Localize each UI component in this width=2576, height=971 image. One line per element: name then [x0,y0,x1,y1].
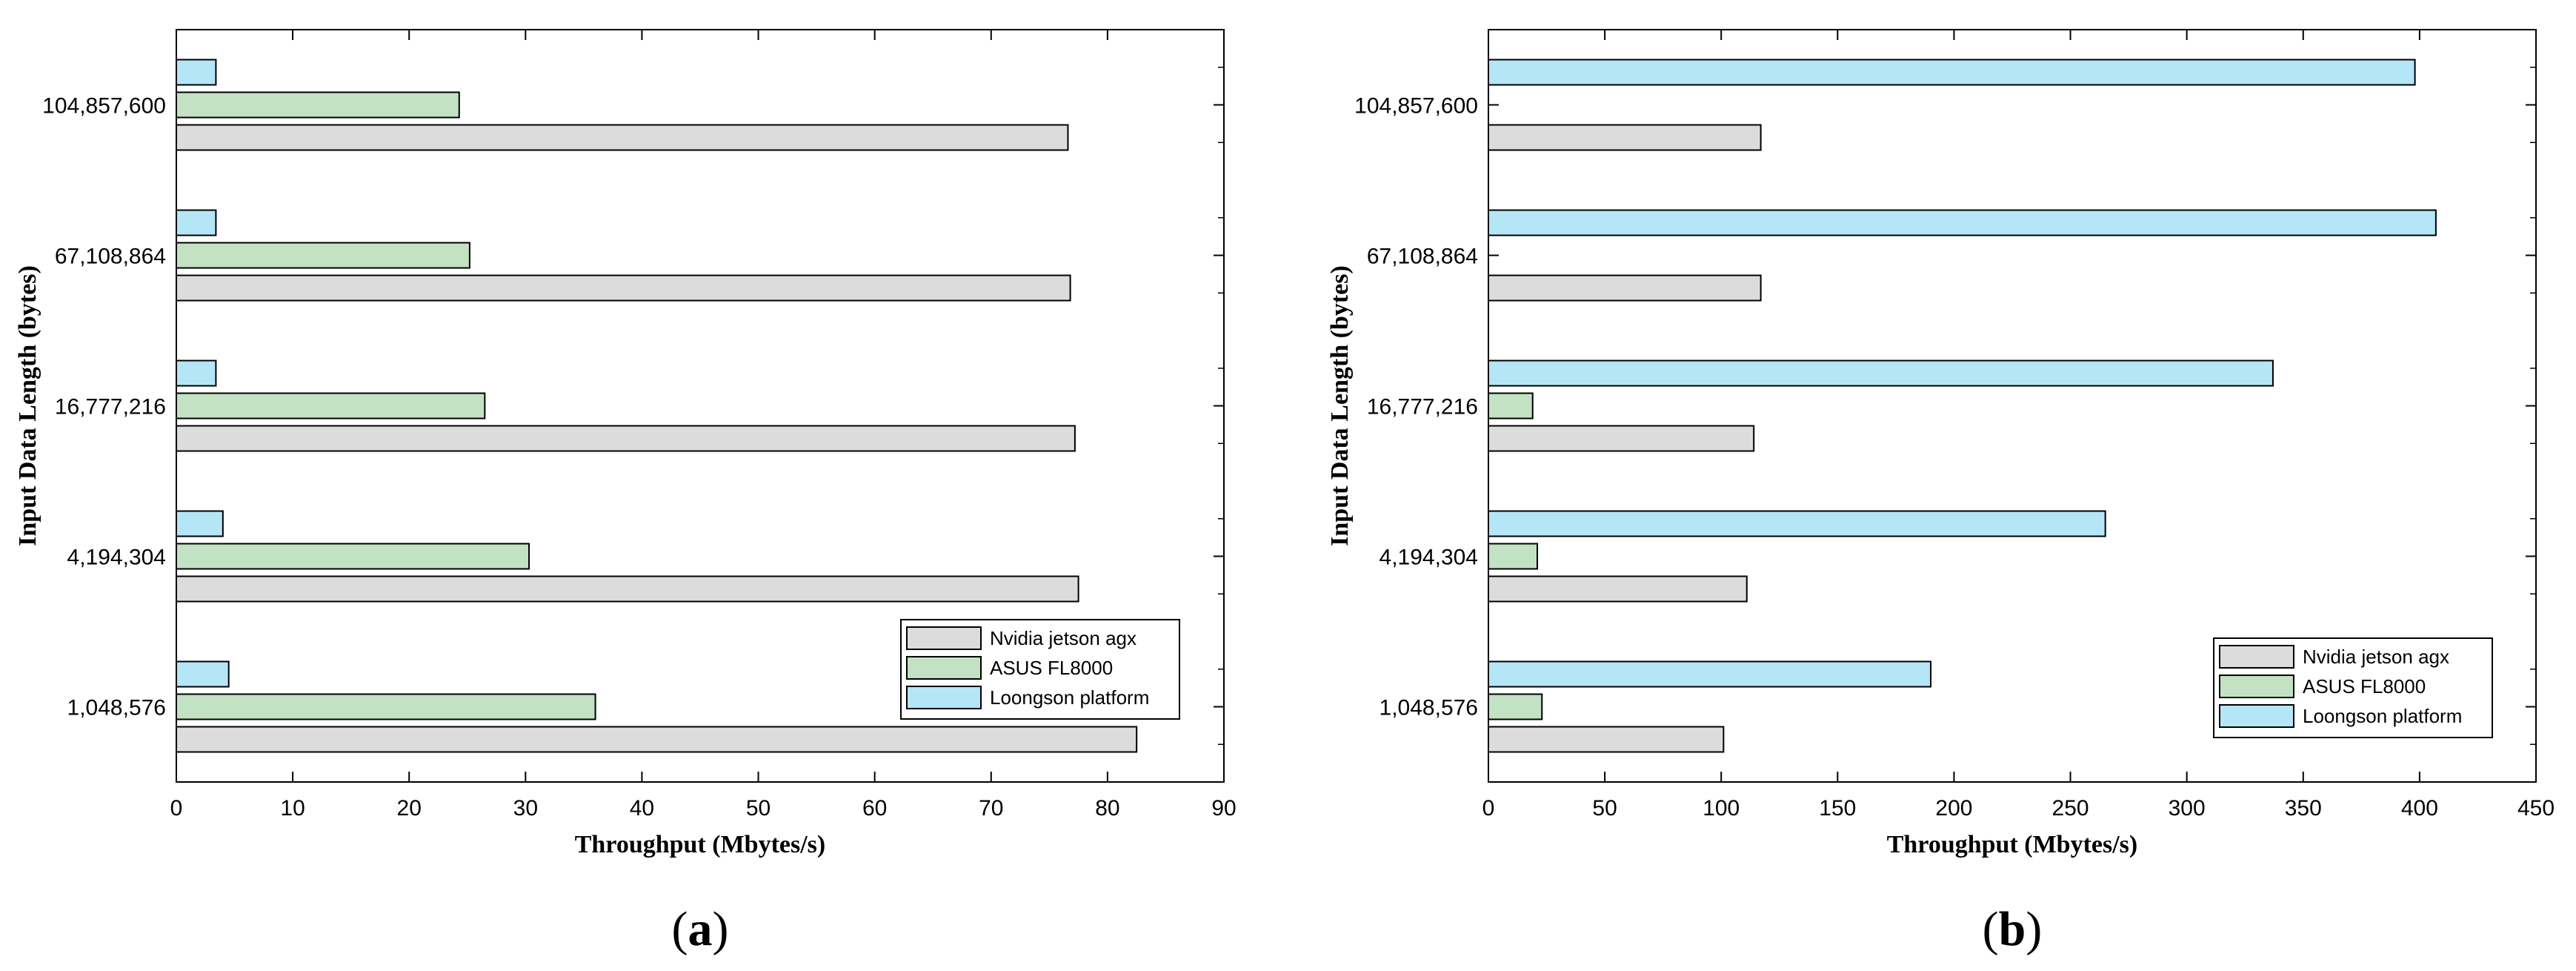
legend-label: Loongson platform [2303,705,2462,727]
x-tick-label: 50 [1592,796,1617,821]
bar-asus-fl8000 [176,91,460,119]
x-tick-label: 150 [1819,796,1856,821]
x-tick-label: 90 [1211,796,1236,821]
y-tick-label: 16,777,216 [1367,395,1478,420]
bar-loongson-platform [176,209,217,236]
legend: Nvidia jetson agx ASUS FL8000 Loongson pla… [900,619,1180,720]
bar-asus-fl8000 [176,242,470,269]
y-axis-title: Input Data Length (bytes) [1326,265,1354,546]
x-tick-label: 0 [1482,796,1495,821]
x-tick-label: 400 [2401,796,2438,821]
x-tick-label: 10 [280,796,304,821]
bar-asus-fl8000 [1488,693,1543,720]
panel-label-close: ) [2026,902,2042,956]
bar-loongson-platform [1488,660,1932,688]
panel-label-open: ( [672,902,688,956]
x-tick-label: 200 [1935,796,1972,821]
bar-nvidia-jetson-agx [1488,124,1762,151]
chart-panel-b: 0 50 100 150 200 250 300 350 400 450 1,048,576 4,19… [1326,29,2555,956]
bar-loongson-platform [1488,209,2437,236]
bar-nvidia-jetson-agx [1488,425,1755,452]
x-axis-title: Throughput (Mbytes/s) [1887,831,2138,858]
bar-asus-fl8000 [1488,543,1538,570]
panel-label-letter: b [1999,902,2026,956]
y-tick-label: 4,194,304 [67,546,166,570]
bar-nvidia-jetson-agx [176,274,1071,302]
y-tick-label: 104,857,600 [1354,94,1478,119]
panel-label-close: ) [713,902,729,956]
x-tick-label: 250 [2052,796,2089,821]
legend-swatch [2219,675,2294,698]
panel-label: (b) [1983,902,2043,956]
bar-loongson-platform [1488,359,2274,387]
panel-label-letter: a [688,902,713,956]
y-tick-label: 67,108,864 [1367,245,1478,269]
bar-loongson-platform [176,660,230,688]
bar-loongson-platform [176,510,224,537]
bar-nvidia-jetson-agx [176,124,1069,151]
x-tick-label: 0 [170,796,183,821]
bar-asus-fl8000 [176,693,596,720]
y-axis-title: Input Data Length (bytes) [14,265,41,546]
legend-label: Nvidia jetson agx [2303,646,2449,668]
y-tick-label: 1,048,576 [67,696,166,720]
legend-label: Loongson platform [990,686,1149,709]
bar-nvidia-jetson-agx [1488,575,1748,603]
legend-swatch [2219,704,2294,728]
legend-label: ASUS FL8000 [2303,675,2426,697]
panel-label-open: ( [1983,902,1999,956]
bar-loongson-platform [176,59,217,86]
panel-label: (a) [672,902,729,956]
y-tick-label: 16,777,216 [55,395,166,420]
x-tick-label: 350 [2285,796,2322,821]
legend-label: ASUS FL8000 [990,657,1113,679]
x-tick-label: 40 [630,796,654,821]
y-tick-label: 104,857,600 [42,94,166,119]
legend-swatch [906,656,982,680]
x-tick-label: 450 [2517,796,2555,821]
y-tick-label: 67,108,864 [55,245,166,269]
x-tick-label: 60 [862,796,887,821]
x-tick-label: 50 [746,796,771,821]
bar-nvidia-jetson-agx [176,425,1076,452]
y-tick-label: 4,194,304 [1379,546,1478,570]
x-tick-label: 100 [1703,796,1740,821]
bar-nvidia-jetson-agx [176,575,1079,603]
bar-loongson-platform [1488,510,2106,537]
legend-swatch [906,626,982,650]
bar-nvidia-jetson-agx [1488,274,1762,302]
legend-label: Nvidia jetson agx [990,627,1136,649]
x-tick-label: 20 [397,796,422,821]
y-tick-label: 1,048,576 [1379,696,1478,720]
bar-nvidia-jetson-agx [176,726,1138,753]
chart-panel-a: 0 10 20 30 40 50 60 70 80 90 1,048,576 4,194,304 16,… [14,29,1237,956]
x-tick-label: 70 [979,796,1003,821]
legend: Nvidia jetson agx ASUS FL8000 Loongson pla… [2213,637,2493,738]
bar-asus-fl8000 [176,392,486,420]
x-axis-title: Throughput (Mbytes/s) [575,831,826,858]
x-tick-label: 30 [513,796,538,821]
bar-loongson-platform [176,359,217,387]
x-tick-label: 300 [2169,796,2206,821]
bar-loongson-platform [1488,59,2416,86]
bar-asus-fl8000 [1488,392,1534,420]
bar-nvidia-jetson-agx [1488,726,1725,753]
legend-swatch [2219,645,2294,669]
legend-swatch [906,686,982,709]
bar-asus-fl8000 [176,543,530,570]
x-tick-label: 80 [1095,796,1119,821]
